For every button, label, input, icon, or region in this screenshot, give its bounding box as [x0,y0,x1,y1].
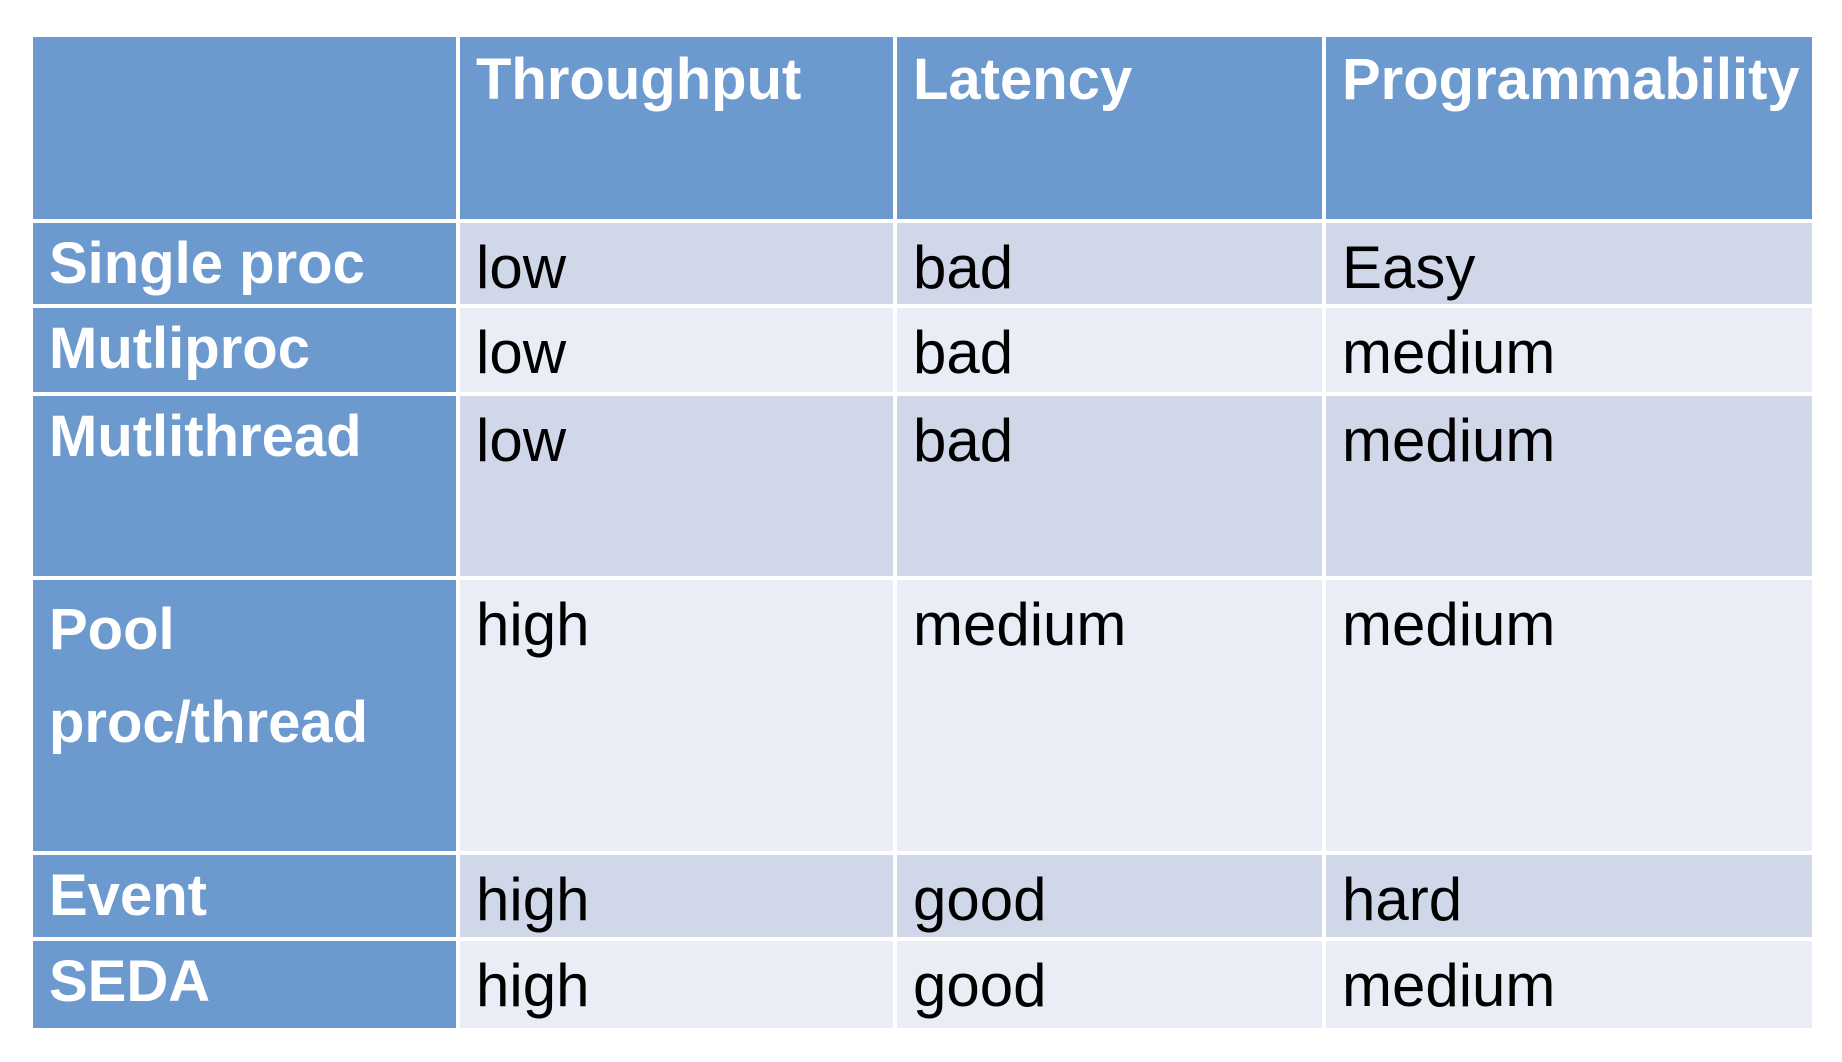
cell-mutlithread-programmability: medium [1326,396,1812,576]
column-header-throughput: Throughput [460,37,893,219]
row-header-event: Event [33,855,456,937]
cell-single-proc-latency: bad [897,223,1322,304]
cell-single-proc-programmability: Easy [1326,223,1812,304]
cell-mutliproc-throughput: low [460,308,893,392]
comparison-table: Throughput Latency Programmability Singl… [33,37,1812,1028]
cell-event-programmability: hard [1326,855,1812,937]
cell-seda-latency: good [897,941,1322,1028]
cell-pool-proc-thread-latency: medium [897,580,1322,851]
cell-mutliproc-latency: bad [897,308,1322,392]
column-header-latency: Latency [897,37,1322,219]
cell-seda-throughput: high [460,941,893,1028]
cell-seda-programmability: medium [1326,941,1812,1028]
column-header-programmability: Programmability [1326,37,1812,219]
row-header-mutlithread: Mutlithread [33,396,456,576]
cell-event-throughput: high [460,855,893,937]
cell-mutliproc-programmability: medium [1326,308,1812,392]
cell-event-latency: good [897,855,1322,937]
cell-single-proc-throughput: low [460,223,893,304]
row-header-pool-proc-thread: Pool proc/thread [33,580,456,851]
cell-mutlithread-throughput: low [460,396,893,576]
cell-pool-proc-thread-programmability: medium [1326,580,1812,851]
cell-mutlithread-latency: bad [897,396,1322,576]
column-header-blank [33,37,456,219]
row-header-single-proc: Single proc [33,223,456,304]
row-header-mutliproc: Mutliproc [33,308,456,392]
cell-pool-proc-thread-throughput: high [460,580,893,851]
row-header-seda: SEDA [33,941,456,1028]
